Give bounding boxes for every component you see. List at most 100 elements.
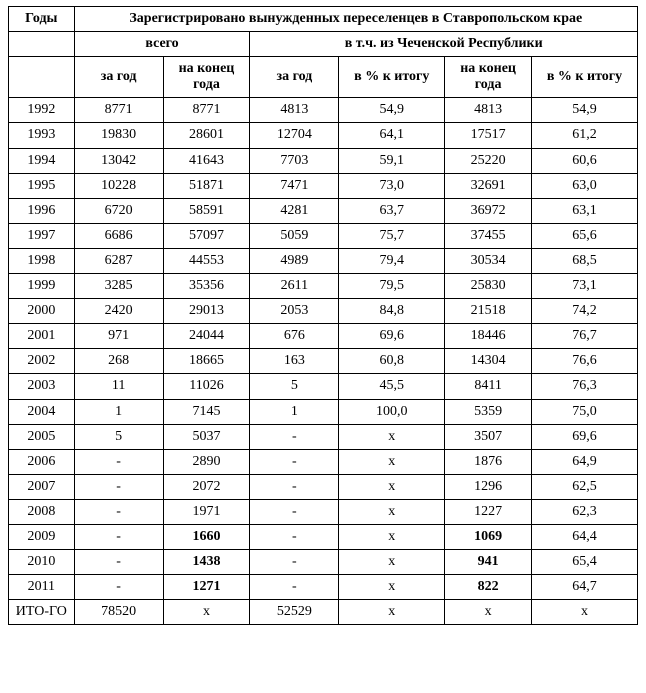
table-row: 1997668657097505975,73745565,6	[9, 223, 638, 248]
cell-total-end-year: 1660	[163, 524, 250, 549]
cell-chechen-per-year: 2053	[250, 299, 339, 324]
cell-chechen-pct2: х	[532, 600, 638, 625]
cell-chechen-pct2: 61,2	[532, 123, 638, 148]
group-header-total: всего	[74, 32, 250, 57]
cell-chechen-pct2: 63,1	[532, 198, 638, 223]
cell-chechen-per-year: -	[250, 474, 339, 499]
group-header-chechen: в т.ч. из Чеченской Республики	[250, 32, 638, 57]
cell-chechen-per-year: 12704	[250, 123, 339, 148]
table-row: 2008-1971-х122762,3	[9, 499, 638, 524]
table-row: 19951022851871747173,03269163,0	[9, 173, 638, 198]
table-row: 2010-1438-х94165,4	[9, 550, 638, 575]
cell-chechen-pct2: 64,9	[532, 449, 638, 474]
cell-total-end-year: 8771	[163, 98, 250, 123]
sub-header-pct: в % к итогу	[339, 57, 445, 98]
cell-chechen-per-year: 4281	[250, 198, 339, 223]
cell-chechen-pct: х	[339, 449, 445, 474]
cell-chechen-end-year: 21518	[445, 299, 532, 324]
idp-table: Годы Зарегистрировано вынужденных пересе…	[8, 6, 638, 625]
cell-year: 1994	[9, 148, 75, 173]
table-body: 199287718771481354,9481354,9199319830286…	[9, 98, 638, 625]
blank-header	[9, 32, 75, 57]
cell-total-per-year: 10228	[74, 173, 163, 198]
cell-chechen-pct: 73,0	[339, 173, 445, 198]
cell-total-per-year: 3285	[74, 274, 163, 299]
cell-chechen-pct: х	[339, 524, 445, 549]
cell-total-per-year: 2420	[74, 299, 163, 324]
cell-chechen-per-year: -	[250, 550, 339, 575]
cell-year: 2000	[9, 299, 75, 324]
cell-chechen-pct2: 63,0	[532, 173, 638, 198]
cell-total-per-year: -	[74, 550, 163, 575]
cell-year: 2010	[9, 550, 75, 575]
cell-total-end-year: 24044	[163, 324, 250, 349]
cell-chechen-end-year: 3507	[445, 424, 532, 449]
cell-chechen-pct: 79,4	[339, 248, 445, 273]
cell-chechen-per-year: 7703	[250, 148, 339, 173]
cell-chechen-pct: 100,0	[339, 399, 445, 424]
cell-chechen-end-year: 822	[445, 575, 532, 600]
cell-chechen-end-year: 8411	[445, 374, 532, 399]
cell-total-end-year: 11026	[163, 374, 250, 399]
cell-chechen-end-year: 32691	[445, 173, 532, 198]
cell-total-per-year: 8771	[74, 98, 163, 123]
cell-chechen-pct: 63,7	[339, 198, 445, 223]
cell-chechen-pct2: 76,6	[532, 349, 638, 374]
cell-chechen-per-year: -	[250, 424, 339, 449]
cell-chechen-pct: 79,5	[339, 274, 445, 299]
cell-chechen-end-year: х	[445, 600, 532, 625]
cell-chechen-per-year: -	[250, 575, 339, 600]
cell-chechen-per-year: -	[250, 499, 339, 524]
cell-total-per-year: 5	[74, 424, 163, 449]
table-row: 19941304241643770359,12522060,6	[9, 148, 638, 173]
cell-chechen-per-year: 7471	[250, 173, 339, 198]
table-row: 20019712404467669,61844676,7	[9, 324, 638, 349]
cell-chechen-pct2: 75,0	[532, 399, 638, 424]
cell-total-end-year: 57097	[163, 223, 250, 248]
cell-year: 2004	[9, 399, 75, 424]
sub-header-per-year: за год	[74, 57, 163, 98]
cell-total-end-year: 58591	[163, 198, 250, 223]
cell-chechen-pct2: 65,6	[532, 223, 638, 248]
cell-chechen-pct: 60,8	[339, 349, 445, 374]
cell-total-per-year: 13042	[74, 148, 163, 173]
cell-chechen-per-year: 5059	[250, 223, 339, 248]
cell-chechen-per-year: -	[250, 524, 339, 549]
cell-total-end-year: 18665	[163, 349, 250, 374]
cell-year: 2003	[9, 374, 75, 399]
cell-total-end-year: 2072	[163, 474, 250, 499]
cell-chechen-pct2: 64,4	[532, 524, 638, 549]
table-row: 1996672058591428163,73697263,1	[9, 198, 638, 223]
cell-chechen-pct: х	[339, 550, 445, 575]
cell-chechen-end-year: 37455	[445, 223, 532, 248]
table-row: 2006-2890-х187664,9	[9, 449, 638, 474]
table-row: 2000242029013205384,82151874,2	[9, 299, 638, 324]
table-row: 200555037-х350769,6	[9, 424, 638, 449]
table-row: 20022681866516360,81430476,6	[9, 349, 638, 374]
cell-total-per-year: 1	[74, 399, 163, 424]
cell-total-end-year: 1438	[163, 550, 250, 575]
cell-year-total: ИТО-ГО	[9, 600, 75, 625]
cell-chechen-end-year: 25830	[445, 274, 532, 299]
sub-header-pct: в % к итогу	[532, 57, 638, 98]
cell-chechen-end-year: 18446	[445, 324, 532, 349]
cell-year: 1995	[9, 173, 75, 198]
cell-chechen-pct2: 69,6	[532, 424, 638, 449]
cell-chechen-pct2: 64,7	[532, 575, 638, 600]
cell-year: 1997	[9, 223, 75, 248]
cell-chechen-pct2: 76,3	[532, 374, 638, 399]
sub-header-end-year: на конец года	[163, 57, 250, 98]
blank-header	[9, 57, 75, 98]
cell-total-end-year: 5037	[163, 424, 250, 449]
cell-chechen-end-year: 1069	[445, 524, 532, 549]
cell-chechen-pct2: 68,5	[532, 248, 638, 273]
cell-year: 1992	[9, 98, 75, 123]
cell-total-per-year: 78520	[74, 600, 163, 625]
main-header: Зарегистрировано вынужденных переселенце…	[74, 7, 637, 32]
cell-chechen-per-year: 1	[250, 399, 339, 424]
cell-total-end-year: 44553	[163, 248, 250, 273]
cell-year: 2007	[9, 474, 75, 499]
cell-total-end-year: 35356	[163, 274, 250, 299]
cell-chechen-per-year: 2611	[250, 274, 339, 299]
cell-chechen-end-year: 17517	[445, 123, 532, 148]
